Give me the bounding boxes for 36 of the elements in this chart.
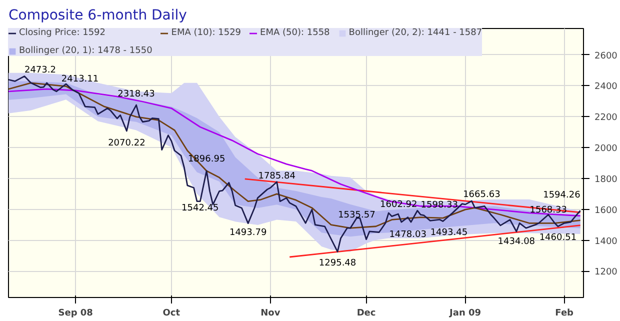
annotation: 2473.2	[24, 65, 56, 76]
x-tick-label: Oct	[162, 308, 181, 318]
annotation: 1542.45	[182, 203, 219, 214]
y-tick-label: 1200	[594, 268, 618, 278]
x-tick-label: Dec	[356, 308, 376, 318]
y-tick-label: 2600	[594, 51, 618, 62]
y-tick-label: 1600	[594, 206, 618, 216]
annotation: 1493.45	[430, 228, 468, 238]
annotation: 1478.03	[389, 230, 426, 240]
x-tick-label: Feb	[555, 308, 574, 318]
y-tick-label: 2200	[594, 113, 618, 124]
annotation: 1594.26	[543, 190, 581, 200]
legend-label: Bollinger (20, 1): 1478 - 1550	[19, 46, 152, 56]
annotation: 2413.11	[61, 74, 99, 85]
y-tick-label: 2400	[594, 82, 618, 92]
legend-label: Closing Price: 1592	[19, 28, 106, 38]
legend-label: EMA (10): 1529	[171, 28, 242, 38]
annotation: 1434.08	[498, 237, 536, 248]
annotation: 1785.84	[258, 172, 296, 182]
y-tick-label: 1800	[594, 174, 618, 185]
annotation: 1493.79	[229, 228, 267, 238]
annotation: 2318.43	[118, 89, 155, 100]
legend-label: EMA (50): 1558	[260, 28, 330, 38]
legend-label: Bollinger (20, 2): 1441 - 1587	[348, 28, 482, 38]
annotation: 2070.22	[108, 138, 146, 149]
y-tick-label: 2000	[594, 144, 618, 154]
annotation: 1665.63	[463, 190, 500, 200]
annotation: 1460.51	[539, 232, 577, 243]
x-tick-label: Jan 09	[448, 308, 482, 318]
x-tick-label: Sep 08	[58, 308, 93, 318]
annotation: 1295.48	[318, 258, 356, 268]
annotation: 1535.57	[338, 210, 376, 220]
annotation: 1602.92	[380, 200, 418, 210]
x-tick-label: Nov	[260, 308, 280, 318]
chart-title: Composite 6-month Daily	[8, 8, 187, 24]
y-tick-label: 1400	[594, 236, 618, 247]
